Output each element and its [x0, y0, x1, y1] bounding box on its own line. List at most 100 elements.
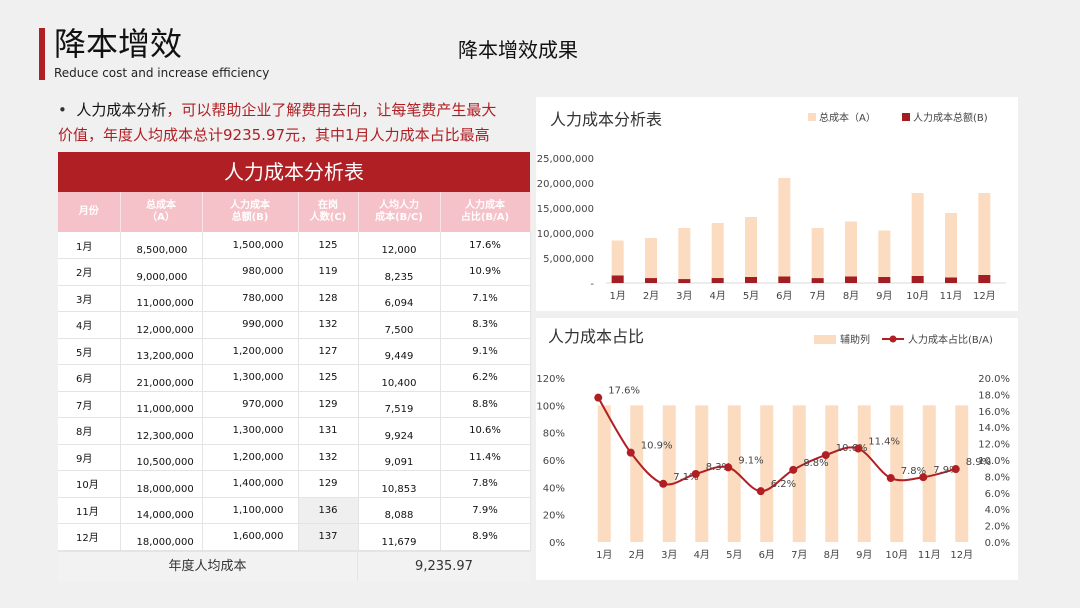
cell-headcount: 127: [298, 338, 359, 365]
header-text: 月份: [78, 206, 99, 217]
cell-avg-cost: 9,924: [358, 417, 441, 445]
total-cost-bar: [978, 193, 991, 283]
cell-total-cost: 14,000,000: [120, 497, 203, 524]
left-y-tick-label: 60%: [543, 456, 565, 467]
total-cost-bar: [611, 240, 624, 283]
right-y-tick-label: 16.0%: [978, 407, 1010, 418]
ratio-data-label: 11.4%: [868, 437, 900, 448]
cell-avg-cost: 10,400: [358, 364, 441, 392]
cell-month: 11月: [58, 497, 121, 524]
cell-avg-cost: 9,091: [358, 444, 441, 471]
right-y-tick-label: 18.0%: [978, 390, 1010, 401]
x-tick-label: 11月: [918, 549, 941, 561]
x-tick-label: 5月: [726, 549, 742, 561]
hr-cost-bar: [845, 276, 857, 283]
cell-ratio: 10.6%: [440, 417, 531, 445]
header-text: 人力成本: [465, 200, 505, 211]
total-cost-bar: [845, 221, 857, 283]
cell-ratio: 17.6%: [440, 232, 531, 259]
right-y-tick-label: 0.0%: [985, 538, 1010, 549]
x-tick-label: 1月: [609, 290, 625, 302]
table-header-row: 月份 总成本 （A） 人力成本 总额(B) 在岗 人数(C) 人均人力 成本(B/C) 人力成本占…: [58, 192, 531, 232]
header-text: 占比(B/A): [460, 212, 510, 223]
cell-hr-cost: 970,000: [202, 391, 299, 418]
legend-label-ratio: 人力成本占比(B/A): [908, 333, 993, 346]
cell-total-cost: 8,500,000: [120, 232, 203, 259]
header-text: 成本(B/C): [375, 212, 423, 223]
table-row: 5月 13,200,000 1,200,000 127 9,449 9.1%: [58, 338, 531, 365]
page-subtitle: Reduce cost and increase efficiency: [54, 66, 270, 80]
x-tick-label: 4月: [709, 290, 725, 302]
page-title: 降本增效: [54, 25, 183, 63]
ratio-point: [789, 465, 798, 474]
ratio-point: [951, 465, 960, 474]
total-cost-bar: [811, 228, 824, 283]
right-y-tick-label: 12.0%: [978, 440, 1010, 451]
cell-ratio: 7.9%: [440, 497, 531, 524]
cell-month: 7月: [58, 391, 121, 418]
hr-cost-bar: [645, 278, 657, 283]
header-text: （A）: [147, 212, 175, 223]
helper-bar: [825, 405, 839, 542]
hr-cost-bar: [778, 276, 791, 283]
total-cost-bar: [778, 178, 791, 283]
ratio-data-label: 8.9%: [966, 457, 991, 468]
cell-headcount: 136: [298, 497, 359, 524]
cell-month: 12月: [58, 523, 121, 551]
description-text: • 人力成本分析，可以帮助企业了解费用去向，让每笔费产生最大 价值，年度人均成本…: [58, 98, 528, 148]
cell-avg-cost: 8,235: [358, 258, 441, 286]
cell-headcount: 125: [298, 364, 359, 392]
right-y-tick-label: 6.0%: [985, 489, 1010, 500]
ratio-point: [919, 473, 928, 482]
ratio-point: [659, 479, 668, 488]
cell-headcount: 132: [298, 311, 359, 339]
left-y-tick-label: 20%: [543, 511, 565, 522]
cell-month: 9月: [58, 444, 121, 471]
cell-total-cost: 18,000,000: [120, 470, 203, 498]
cell-hr-cost: 1,200,000: [202, 444, 299, 471]
total-cost-bar: [911, 193, 924, 283]
description-line2: 价值，年度人均成本总计9235.97元，其中1月人力成本占比最高: [58, 126, 490, 144]
y-tick-label: 20,000,000: [537, 179, 594, 190]
ratio-point: [886, 474, 895, 483]
x-tick-label: 3月: [661, 549, 677, 561]
y-tick-label: 25,000,000: [537, 154, 594, 165]
cell-total-cost: 11,000,000: [120, 391, 203, 418]
header-text: 在岗: [318, 200, 338, 211]
table-header-cell: 在岗 人数(C): [298, 192, 359, 232]
cell-month: 3月: [58, 285, 121, 312]
cell-ratio: 8.3%: [440, 311, 531, 339]
cell-total-cost: 12,000,000: [120, 311, 203, 339]
table-row: 6月 21,000,000 1,300,000 125 10,400 6.2%: [58, 364, 531, 392]
x-tick-label: 1月: [596, 549, 612, 561]
cell-hr-cost: 1,200,000: [202, 338, 299, 365]
ratio-point: [756, 487, 765, 496]
table-footer: 年度人均成本 9,235.97: [58, 550, 530, 581]
ratio-point: [821, 451, 830, 460]
x-tick-label: 9月: [876, 290, 892, 302]
x-tick-label: 8月: [824, 549, 840, 561]
x-tick-label: 3月: [676, 290, 692, 302]
table-row: 11月 14,000,000 1,100,000 136 8,088 7.9%: [58, 497, 531, 524]
legend-marker-ratio: [889, 335, 897, 343]
ratio-data-label: 7.8%: [901, 466, 926, 477]
table-header-cell: 人均人力 成本(B/C): [358, 192, 441, 232]
cell-total-cost: 18,000,000: [120, 523, 203, 551]
cell-month: 8月: [58, 417, 121, 445]
hr-cost-bar: [745, 277, 757, 283]
left-y-tick-label: 80%: [543, 429, 565, 440]
cell-hr-cost: 1,300,000: [202, 364, 299, 392]
cell-hr-cost: 980,000: [202, 258, 299, 286]
left-y-tick-label: 100%: [536, 401, 565, 412]
table-row: 8月 12,300,000 1,300,000 131 9,924 10.6%: [58, 417, 531, 445]
ratio-data-label: 7.9%: [933, 465, 958, 476]
x-tick-label: 2月: [629, 549, 645, 561]
x-tick-label: 11月: [940, 290, 963, 302]
cell-avg-cost: 12,000: [358, 232, 441, 259]
table-header-cell: 人力成本 占比(B/A): [440, 192, 531, 232]
total-cost-bar: [745, 217, 757, 283]
table-row: 10月 18,000,000 1,400,000 129 10,853 7.8%: [58, 470, 531, 498]
cell-hr-cost: 1,400,000: [202, 470, 299, 498]
x-tick-label: 12月: [950, 549, 973, 561]
hr-cost-bar: [611, 275, 624, 283]
